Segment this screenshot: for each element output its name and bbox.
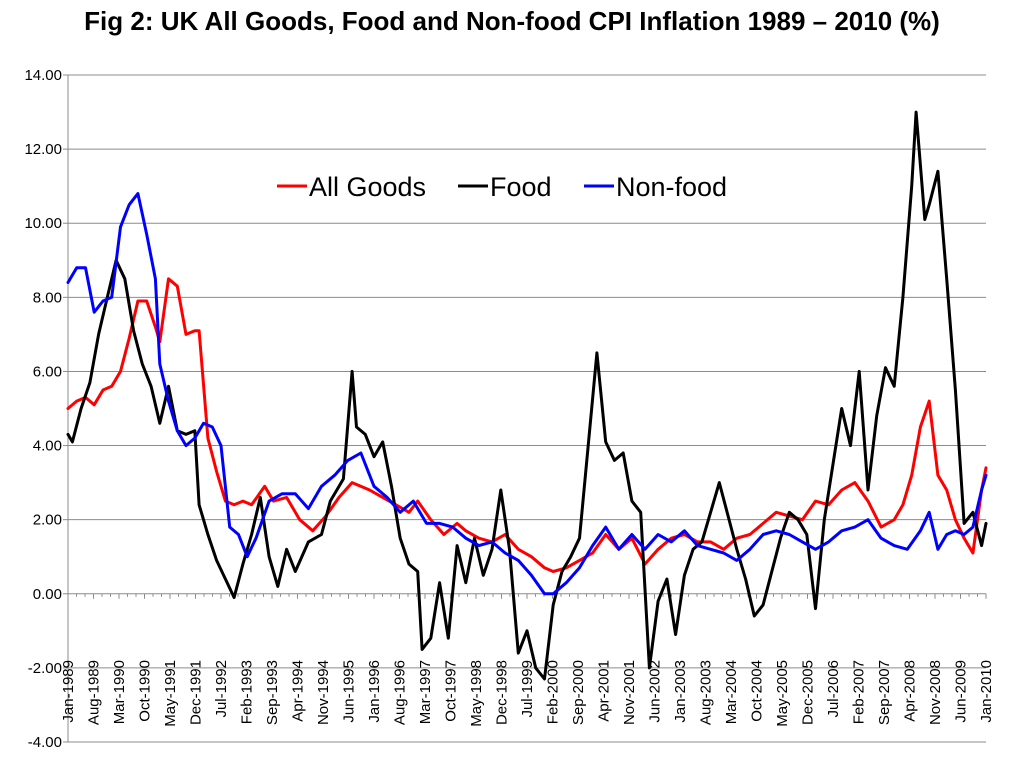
- y-tick-label: 4.00: [33, 438, 62, 455]
- y-axis-ticks: -4.00 -2.00 0.00 2.00 4.00 6.00 8.00 10.00 12.00…: [24, 67, 68, 751]
- x-tick-label: Sep-1993: [264, 660, 281, 725]
- series-lines: [66, 110, 988, 681]
- y-tick-label: -2.00: [28, 660, 62, 677]
- y-tick-label: 0.00: [33, 586, 62, 603]
- series-line-all-goods: [66, 277, 988, 573]
- series-line-non-food: [66, 192, 988, 596]
- x-tick-label: Apr-2008: [902, 660, 919, 722]
- x-tick-label: Sep-2007: [876, 660, 893, 725]
- x-tick-label: Sep-2000: [570, 660, 587, 725]
- x-tick-label: Apr-2001: [596, 660, 613, 722]
- x-tick-label: Feb-2007: [851, 660, 868, 724]
- y-tick-label: 2.00: [33, 512, 62, 529]
- x-tick-label: Jan-1996: [366, 660, 383, 723]
- x-tick-label: Aug-2003: [698, 660, 715, 725]
- x-tick-label: Mar-1990: [111, 660, 128, 724]
- x-tick-label: Aug-1996: [392, 660, 409, 725]
- x-tick-label: Jan-2003: [672, 660, 689, 723]
- legend-label: Food: [490, 172, 552, 202]
- x-tick-label: May-1998: [468, 660, 485, 727]
- y-tick-label: 14.00: [24, 67, 62, 84]
- x-tick-label: Jun-2002: [647, 660, 664, 723]
- chart-title: Fig 2: UK All Goods, Food and Non-food C…: [84, 6, 940, 36]
- x-tick-label: Mar-1997: [417, 660, 434, 724]
- x-tick-label: Feb-1993: [239, 660, 256, 724]
- x-tick-label: Nov-2008: [927, 660, 944, 725]
- y-tick-label: 8.00: [33, 289, 62, 306]
- x-tick-label: Oct-1990: [137, 660, 154, 722]
- x-tick-label: Jan-2010: [978, 660, 995, 723]
- y-tick-label: 6.00: [33, 363, 62, 380]
- x-tick-label: Jan-1989: [60, 660, 77, 723]
- x-tick-label: Nov-2001: [621, 660, 638, 725]
- x-tick-label: Dec-1991: [188, 660, 205, 725]
- x-tick-label: Nov-1994: [315, 660, 332, 725]
- x-tick-label: Dec-2005: [800, 660, 817, 725]
- x-tick-label: Jul-1992: [213, 660, 230, 718]
- legend-label: All Goods: [309, 172, 426, 202]
- x-tick-label: May-2005: [774, 660, 791, 727]
- legend: All Goods Food Non-food: [277, 172, 727, 202]
- x-tick-label: Oct-2004: [749, 660, 766, 722]
- x-tick-label: May-1991: [162, 660, 179, 727]
- x-tick-label: Oct-1997: [443, 660, 460, 722]
- x-tick-label: Dec-1998: [494, 660, 511, 725]
- y-tick-label: -4.00: [28, 734, 62, 751]
- x-tick-label: Feb-2000: [545, 660, 562, 724]
- x-tick-label: Aug-1989: [86, 660, 103, 725]
- x-tick-label: Jul-1999: [519, 660, 536, 718]
- x-axis-ticks: Jan-1989 Aug-1989 Mar-1990 Oct-1990 May-1991…: [60, 593, 995, 727]
- x-tick-label: Jul-2006: [825, 660, 842, 718]
- x-tick-label: Jun-1995: [341, 660, 358, 723]
- x-tick-label: Apr-1994: [290, 660, 307, 722]
- y-tick-label: 10.00: [24, 215, 62, 232]
- y-tick-label: 12.00: [24, 141, 62, 158]
- x-tick-label: Mar-2004: [723, 660, 740, 724]
- series-line-food: [66, 110, 988, 681]
- x-tick-label: Jun-2009: [953, 660, 970, 723]
- legend-label: Non-food: [616, 172, 727, 202]
